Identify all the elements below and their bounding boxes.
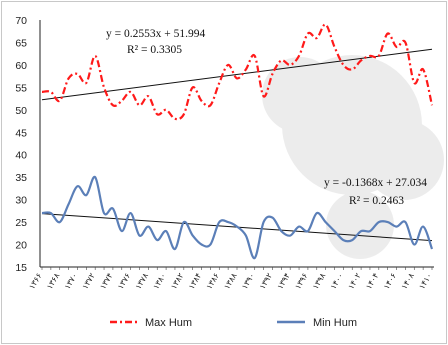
x-tick-label: ۱۳۸۴ — [187, 272, 203, 291]
x-tick-label: ۱۳۷۶ — [116, 272, 132, 291]
y-tick-label: 55 — [15, 82, 27, 94]
x-tick-label: ۱۳۹۴ — [276, 272, 292, 291]
x-tick-label: ۱۳۹۸ — [311, 271, 328, 291]
x-tick-label: ۱۳۷۸ — [134, 271, 151, 291]
y-tick-label: 20 — [15, 240, 27, 252]
y-tick-label: 70 — [15, 15, 27, 27]
y-tick-label: 30 — [15, 195, 27, 207]
x-tick-label: ۱۳۷۲ — [81, 272, 97, 291]
series-line-min-hum — [41, 175, 434, 260]
min-hum-equation: y = -0.1368x + 27.034 — [324, 177, 427, 189]
y-tick-label: 65 — [15, 37, 27, 49]
y-tick-label: 60 — [15, 60, 27, 72]
y-tick-label: 45 — [15, 127, 27, 139]
x-tick-label: ۱۳۸۰ — [151, 272, 167, 291]
y-tick-label: 25 — [15, 217, 27, 229]
legend: Max Hum Min Hum — [110, 317, 357, 329]
x-tick-label: ۱۳۸۶ — [205, 272, 221, 291]
y-tick-labels: 15 20 25 30 35 40 45 50 55 60 65 70 — [15, 15, 27, 274]
x-tick-label: ۱۴۰۸ — [400, 271, 417, 291]
series-line-max-hum — [41, 23, 434, 121]
x-tick-label: ۱۳۹۲ — [258, 272, 274, 291]
x-tick-label: ۱۴۱۰ — [417, 272, 433, 291]
legend-min-hum-label: Min Hum — [313, 317, 357, 329]
x-tick-label: ۱۴۰۰ — [329, 272, 345, 291]
legend-max-hum-label: Max Hum — [145, 317, 192, 329]
y-tick-label: 35 — [15, 172, 27, 184]
x-tick-label: ۱۳۸۲ — [169, 272, 185, 291]
x-tick-label: ۱۳۶۶ — [27, 272, 43, 291]
y-tick-label: 40 — [15, 150, 27, 162]
x-tick-label: ۱۳۹۶ — [293, 272, 309, 291]
x-tick-label: ۱۳۹۰ — [240, 272, 256, 291]
x-tick-label: ۱۴۰۲ — [346, 272, 362, 291]
max-hum-r2: R² = 0.3305 — [127, 44, 182, 56]
data-series — [41, 23, 434, 260]
x-tick-label: ۱۴۰۶ — [382, 272, 398, 291]
x-tick-label: ۱۳۷۰ — [63, 272, 79, 291]
watermark-ornament — [262, 55, 444, 259]
x-tick-label: ۱۳۶۸ — [45, 271, 62, 291]
y-tick-label: 50 — [15, 105, 27, 117]
x-tick-labels: ۱۳۶۶ ۱۳۶۸ ۱۳۷۰ ۱۳۷۲ ۱۳۷۴ ۱۳۷۶ ۱۳۷۸ ۱۳۸۰ ۱۳۸۲ ۱۳۸۴… — [27, 267, 434, 291]
max-hum-equation: y = 0.2553x + 51.994 — [106, 28, 205, 40]
x-tick-label: ۱۳۸۸ — [222, 271, 239, 291]
min-hum-r2: R² = 0.2463 — [349, 195, 404, 207]
y-tick-label: 15 — [15, 262, 27, 274]
x-tick-label: ۱۴۰۴ — [364, 272, 380, 291]
x-tick-label: ۱۳۷۴ — [98, 272, 114, 291]
